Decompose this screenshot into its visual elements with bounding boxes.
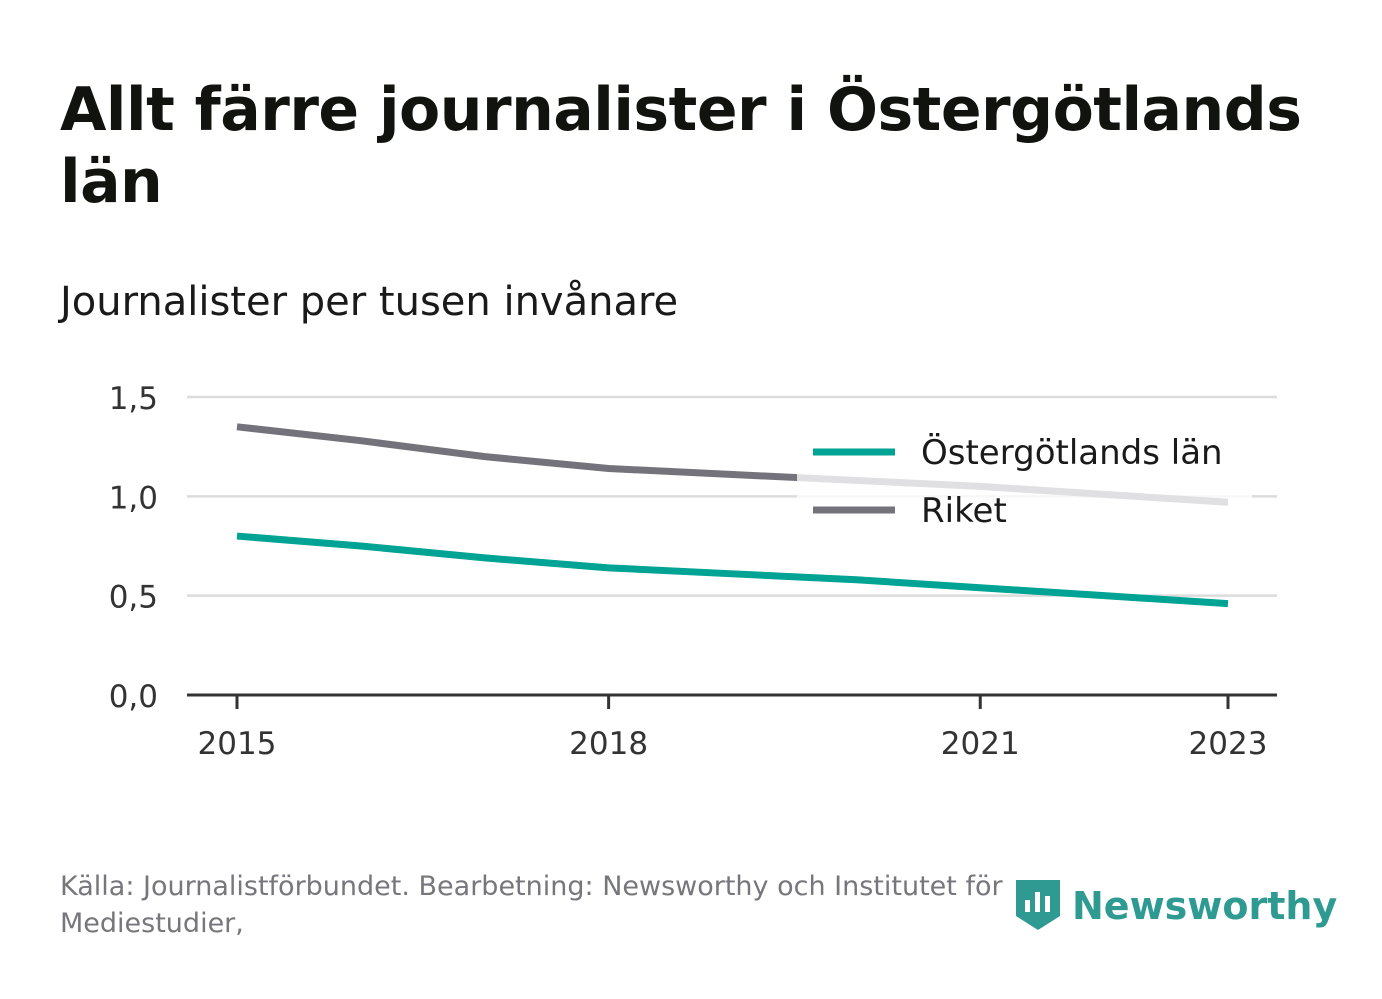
y-tick-label: 1,5	[109, 381, 158, 417]
chart-title: Allt färre journalister i Östergötlands …	[60, 74, 1330, 218]
chart-legend: Östergötlands län Riket	[797, 427, 1252, 537]
legend-label: Riket	[921, 491, 1007, 531]
newsworthy-logo: Newsworthy	[1012, 876, 1337, 936]
line-chart: 0,0 0,5 1,0 1,5 2015 2018 2021 2023 Östergötlan…	[0, 360, 1382, 800]
x-tick-label: 2021	[941, 726, 1020, 762]
y-tick-label: 1,0	[109, 480, 158, 516]
x-tick-label: 2023	[1189, 726, 1268, 762]
x-tick-label: 2018	[569, 726, 648, 762]
y-tick-label: 0,5	[109, 580, 158, 616]
x-tick-label: 2015	[198, 726, 277, 762]
legend-label: Östergötlands län	[921, 432, 1223, 473]
y-tick-label: 0,0	[109, 679, 158, 715]
chart-subtitle: Journalister per tusen invånare	[60, 278, 678, 326]
newsworthy-logo-text: Newsworthy	[1072, 884, 1337, 928]
newsworthy-logo-icon	[1012, 876, 1064, 936]
series-line	[237, 536, 1228, 604]
